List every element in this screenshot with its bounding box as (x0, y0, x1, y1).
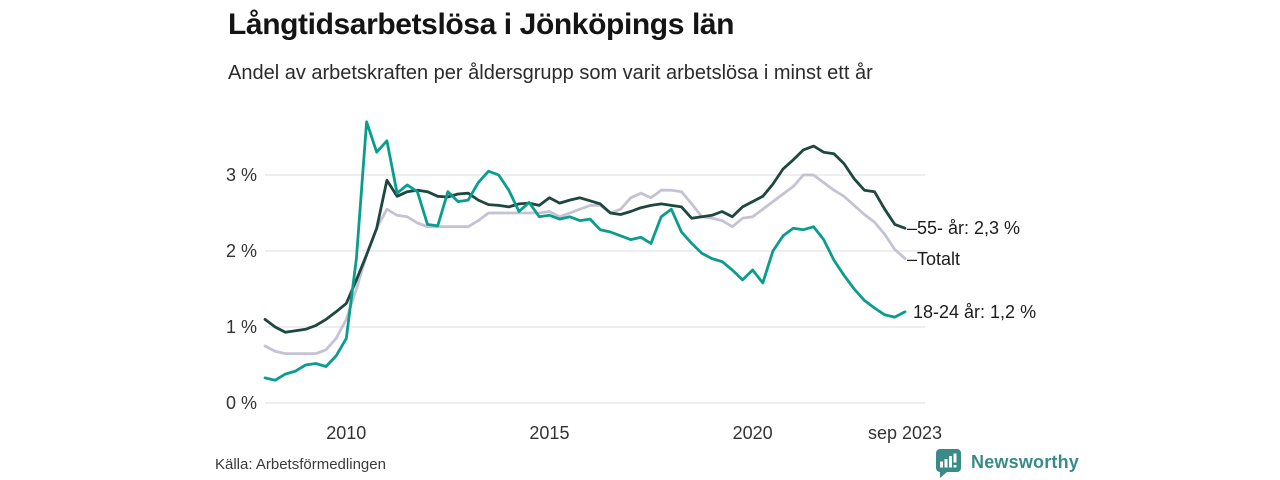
legend-label-totalt: –Totalt (907, 248, 961, 269)
y-axis-tick-0: 0 % (225, 393, 257, 413)
y-axis-tick-2: 2 % (225, 241, 257, 261)
x-axis-tick-2015: 2015 (529, 423, 570, 443)
newsworthy-wordmark: Newsworthy (971, 452, 1080, 472)
y-axis-tick-1: 1 % (225, 317, 257, 337)
newsworthy-bubble-chart-icon (936, 449, 961, 478)
legend-label-18-24-ar: 18-24 år: 1,2 % (913, 301, 1037, 322)
chart-subtitle: Andel av arbetskraften per åldersgrupp s… (228, 62, 873, 84)
x-axis-tick-2010: 2010 (326, 423, 367, 443)
source-credit: Källa: Arbetsförmedlingen (215, 456, 386, 473)
x-axis-tick-sep-2023: sep 2023 (867, 423, 943, 443)
series-line-18-24-r (263, 120, 907, 382)
page-title: Långtidsarbetslösa i Jönköpings län (228, 8, 735, 41)
series-line-55-r (263, 144, 907, 334)
legend-label-55-ar: –55- år: 2,3 % (907, 218, 1021, 239)
y-axis-tick-3: 3 % (225, 165, 257, 185)
newsworthy-logo: Newsworthy (933, 447, 1079, 478)
x-axis-tick-2020: 2020 (732, 423, 773, 443)
